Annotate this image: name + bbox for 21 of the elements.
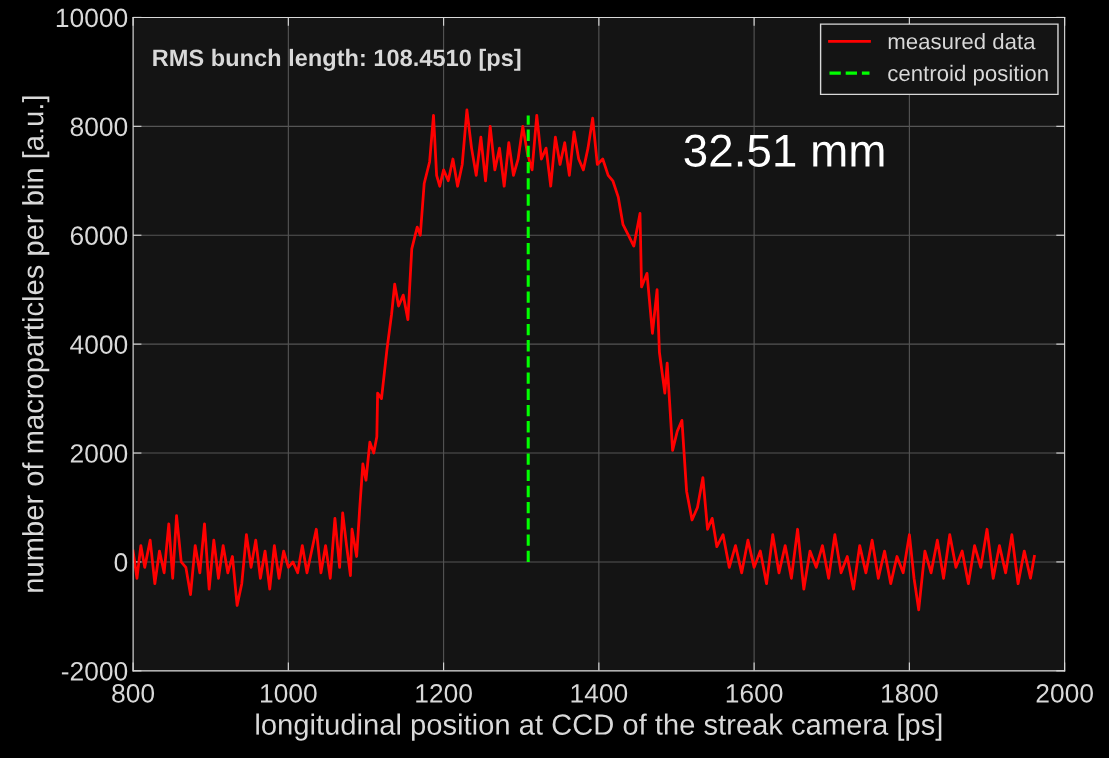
- y-tick-label: 8000: [70, 117, 128, 137]
- y-tick-label: 4000: [70, 335, 128, 354]
- x-tick-label: 1400: [571, 684, 628, 703]
- x-tick-label: 1200: [416, 684, 472, 703]
- x-tick-label: 1000: [261, 684, 317, 703]
- x-axis-title: longitudinal position at CCD of the streak camera [ps]: [256, 713, 942, 741]
- legend-label: centroid position: [888, 64, 1048, 86]
- y-tick-label: 6000: [70, 226, 128, 246]
- y-tick-label: 10000: [56, 8, 128, 28]
- y-tick-label: 0: [114, 553, 128, 572]
- x-tick-label: 1800: [882, 684, 938, 703]
- legend-label: measured data: [888, 32, 1036, 50]
- y-tick-label: 2000: [70, 444, 128, 463]
- x-tick-label: 1600: [726, 684, 783, 703]
- x-tick-label: 800: [112, 684, 155, 703]
- line-series: [133, 108, 1036, 612]
- x-tick-label: 2000: [1036, 684, 1093, 703]
- annotation: 32.51 mm: [684, 134, 884, 167]
- y-tick-label: -2000: [61, 661, 128, 681]
- y-axis-title: number of macroparticles per bin [a.u.]: [22, 96, 50, 592]
- annotation: RMS bunch length: 108.4510 [ps]: [153, 48, 521, 71]
